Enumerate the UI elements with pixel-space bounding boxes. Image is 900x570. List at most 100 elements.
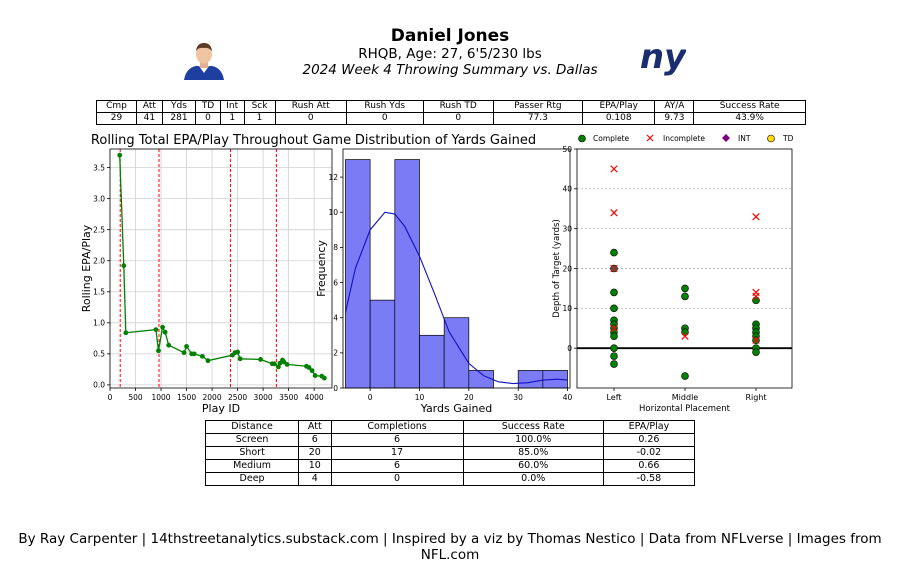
legend-td-label: TD	[782, 134, 794, 143]
distance-cell: 4	[298, 472, 332, 486]
histogram-bar	[517, 370, 544, 389]
x-tick-label: Right	[745, 393, 766, 402]
depth-scatter-chart: Left Middle Right 0 10 20 30 40 50 Horizontal Pla…	[552, 134, 794, 414]
complete-marker	[752, 348, 760, 356]
y-tick-label: 50	[562, 145, 572, 154]
complete-marker	[681, 292, 689, 301]
y-axis-label: Depth of Target (yards)	[552, 219, 562, 318]
legend-complete-marker	[578, 134, 586, 143]
kde-curve	[344, 211, 568, 385]
distance-cell: 6	[330, 459, 464, 473]
y-tick-label: 6	[333, 278, 338, 287]
x-tick-label: 30	[513, 393, 523, 402]
epa-point	[121, 263, 127, 269]
epa-point	[271, 361, 277, 367]
epa-point	[312, 373, 318, 378]
x-tick-label: 2500	[228, 393, 247, 402]
epa-point	[306, 365, 312, 370]
interception-marker	[611, 265, 617, 272]
distance-header-cell: Success Rate	[462, 420, 604, 434]
y-tick-label: 1.0	[93, 319, 105, 328]
stat-value-cell: 0.108	[581, 112, 656, 125]
x-tick-label: 0	[108, 393, 113, 402]
histogram-bar	[394, 159, 420, 389]
epa-point	[162, 329, 168, 335]
x-tick-label: Middle	[672, 393, 699, 402]
legend-incomplete-marker	[646, 134, 654, 142]
epa-series-line	[119, 155, 325, 379]
x-tick-label: 1000	[151, 393, 170, 402]
team-logo: ny	[640, 40, 686, 76]
distance-cell: 6	[298, 433, 332, 447]
game-subtitle: 2024 Week 4 Throwing Summary vs. Dallas	[302, 62, 598, 78]
distance-cell: 0.0%	[462, 472, 604, 486]
epa-point	[153, 327, 159, 333]
incomplete-marker	[610, 209, 618, 217]
chart-title: Rolling Total EPA/Play Throughout Game	[91, 133, 351, 148]
y-tick-label: 2	[333, 349, 338, 358]
x-tick-label: 1500	[177, 393, 196, 402]
distance-cell: 10	[298, 459, 332, 473]
incomplete-marker	[610, 324, 618, 332]
epa-point	[205, 358, 211, 364]
yards-histogram-chart: 0 10 20 30 40 0 2 4 6 8 10 12 Distribution of Yards …	[315, 133, 573, 415]
distance-row: Medium 10 6 60.0% 0.66	[204, 459, 696, 473]
x-tick-label: 0	[368, 393, 373, 402]
complete-marker	[681, 284, 689, 293]
stat-value-cell: 0	[422, 112, 494, 125]
distance-header-cell: EPA/Play	[602, 420, 696, 434]
x-tick-label: 40	[563, 393, 573, 402]
distance-cell: 60.0%	[462, 459, 604, 473]
rolling-epa-chart: 0 500 1000 1500 2000 2500 3000 3500 4000 0.0 0.5 1.…	[80, 133, 351, 415]
distance-cell: Deep	[204, 472, 300, 486]
chart-title: Distribution of Yards Gained	[355, 133, 536, 148]
x-tick-label: 10	[415, 393, 425, 402]
y-tick-label: 1.5	[93, 288, 105, 297]
distance-cell: 20	[298, 446, 332, 460]
legend-td-marker	[767, 134, 775, 143]
plot-frame	[109, 148, 333, 389]
epa-point	[117, 152, 123, 158]
y-tick-label: 2.5	[93, 226, 105, 235]
distance-header-cell: Att	[298, 420, 332, 434]
distance-cell: 85.0%	[462, 446, 604, 460]
epa-point	[276, 364, 281, 370]
legend-int-marker	[722, 134, 730, 142]
distance-header-cell: Completions	[330, 420, 464, 434]
incomplete-marker	[752, 336, 760, 344]
epa-point	[235, 349, 240, 355]
footer-credits: By Ray Carpenter | 14thstreetanalytics.s…	[18, 531, 882, 563]
y-tick-label: 30	[562, 224, 572, 233]
complete-marker	[681, 328, 689, 337]
incomplete-marker	[681, 332, 689, 340]
x-tick-label: 3500	[279, 393, 298, 402]
complete-marker	[681, 372, 689, 380]
x-tick-label: Left	[606, 393, 621, 402]
y-axis-label: Frequency	[315, 240, 328, 297]
stat-value-cell: 9.73	[654, 112, 695, 125]
y-tick-label: 0	[333, 384, 338, 393]
distance-row: Deep 4 0 0.0% -0.58	[204, 472, 696, 486]
x-tick-label: 500	[128, 393, 143, 402]
stat-table: Cmp Att Yds TD Int Sck Rush Att Rush Yds Rush TD…	[96, 100, 806, 125]
team-logo-text: ny	[640, 40, 686, 76]
x-axis-label: Yards Gained	[420, 402, 493, 415]
distance-table: Distance Att Completions Success Rate EPA/Pl…	[204, 420, 696, 486]
epa-point	[199, 353, 205, 359]
incomplete-marker	[752, 212, 760, 221]
epa-point	[309, 368, 315, 374]
y-tick-label: 3.5	[93, 163, 105, 172]
player-info: RHQB, Age: 27, 6'5/230 lbs	[358, 46, 542, 62]
y-tick-label: 3.0	[93, 194, 105, 203]
epa-point	[237, 356, 243, 362]
distance-cell: -0.58	[602, 472, 696, 486]
x-tick-label: 20	[464, 393, 474, 402]
histogram-bar	[369, 299, 396, 389]
distance-cell: Screen	[204, 433, 300, 447]
y-tick-label: 10	[328, 208, 338, 217]
complete-marker	[610, 332, 618, 341]
plot-frame	[342, 148, 571, 389]
y-tick-label: 2.0	[93, 257, 105, 266]
stat-value-cell: 29	[96, 112, 137, 125]
